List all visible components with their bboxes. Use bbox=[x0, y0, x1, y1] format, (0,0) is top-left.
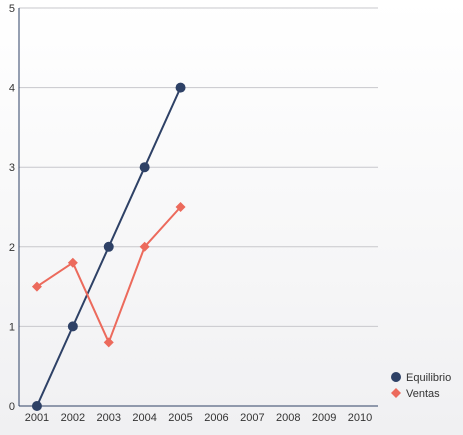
data-point[interactable] bbox=[175, 82, 186, 93]
grid-lines bbox=[19, 7, 378, 327]
y-axis-ticks: 0 1 2 3 4 5 bbox=[9, 3, 15, 413]
x-tick-label: 2009 bbox=[312, 412, 336, 424]
series-equilibrio bbox=[31, 82, 186, 411]
x-tick-label: 2002 bbox=[61, 412, 85, 424]
x-tick-label: 2010 bbox=[348, 412, 372, 424]
y-tick-label: 2 bbox=[9, 242, 15, 254]
data-point[interactable] bbox=[31, 281, 42, 292]
data-point[interactable] bbox=[139, 162, 150, 173]
y-tick-label: 1 bbox=[9, 321, 15, 333]
x-tick-label: 2005 bbox=[168, 412, 192, 424]
y-tick-label: 3 bbox=[9, 162, 15, 174]
data-point[interactable] bbox=[67, 321, 78, 332]
legend-marker bbox=[391, 388, 401, 398]
data-point[interactable] bbox=[103, 337, 114, 348]
x-tick-label: 2006 bbox=[204, 412, 228, 424]
legend-label: Equilibrio bbox=[406, 372, 451, 384]
data-point[interactable] bbox=[67, 257, 78, 268]
y-tick-label: 5 bbox=[9, 3, 15, 15]
x-tick-label: 2004 bbox=[132, 412, 156, 424]
x-axis-ticks: 2001 2002 2003 2004 2005 2006 2007 2008 2009 2010 bbox=[25, 412, 373, 424]
x-tick-label: 2008 bbox=[276, 412, 300, 424]
data-point[interactable] bbox=[175, 202, 186, 212]
data-point[interactable] bbox=[31, 401, 42, 411]
axes bbox=[18, 8, 378, 407]
legend: Equilibrio Ventas bbox=[391, 372, 451, 400]
legend-item: Ventas bbox=[391, 388, 440, 400]
series bbox=[31, 82, 186, 411]
series-line bbox=[36, 206, 182, 344]
series-ventas bbox=[31, 202, 186, 348]
data-point[interactable] bbox=[139, 241, 150, 252]
legend-marker bbox=[391, 372, 401, 382]
legend-item: Equilibrio bbox=[391, 372, 451, 384]
y-tick-label: 4 bbox=[9, 83, 15, 95]
x-tick-label: 2001 bbox=[25, 412, 49, 424]
data-point[interactable] bbox=[103, 241, 114, 252]
legend-label: Ventas bbox=[406, 388, 440, 400]
y-tick-label: 0 bbox=[9, 401, 15, 413]
x-tick-label: 2007 bbox=[240, 412, 264, 424]
x-tick-label: 2003 bbox=[97, 412, 121, 424]
